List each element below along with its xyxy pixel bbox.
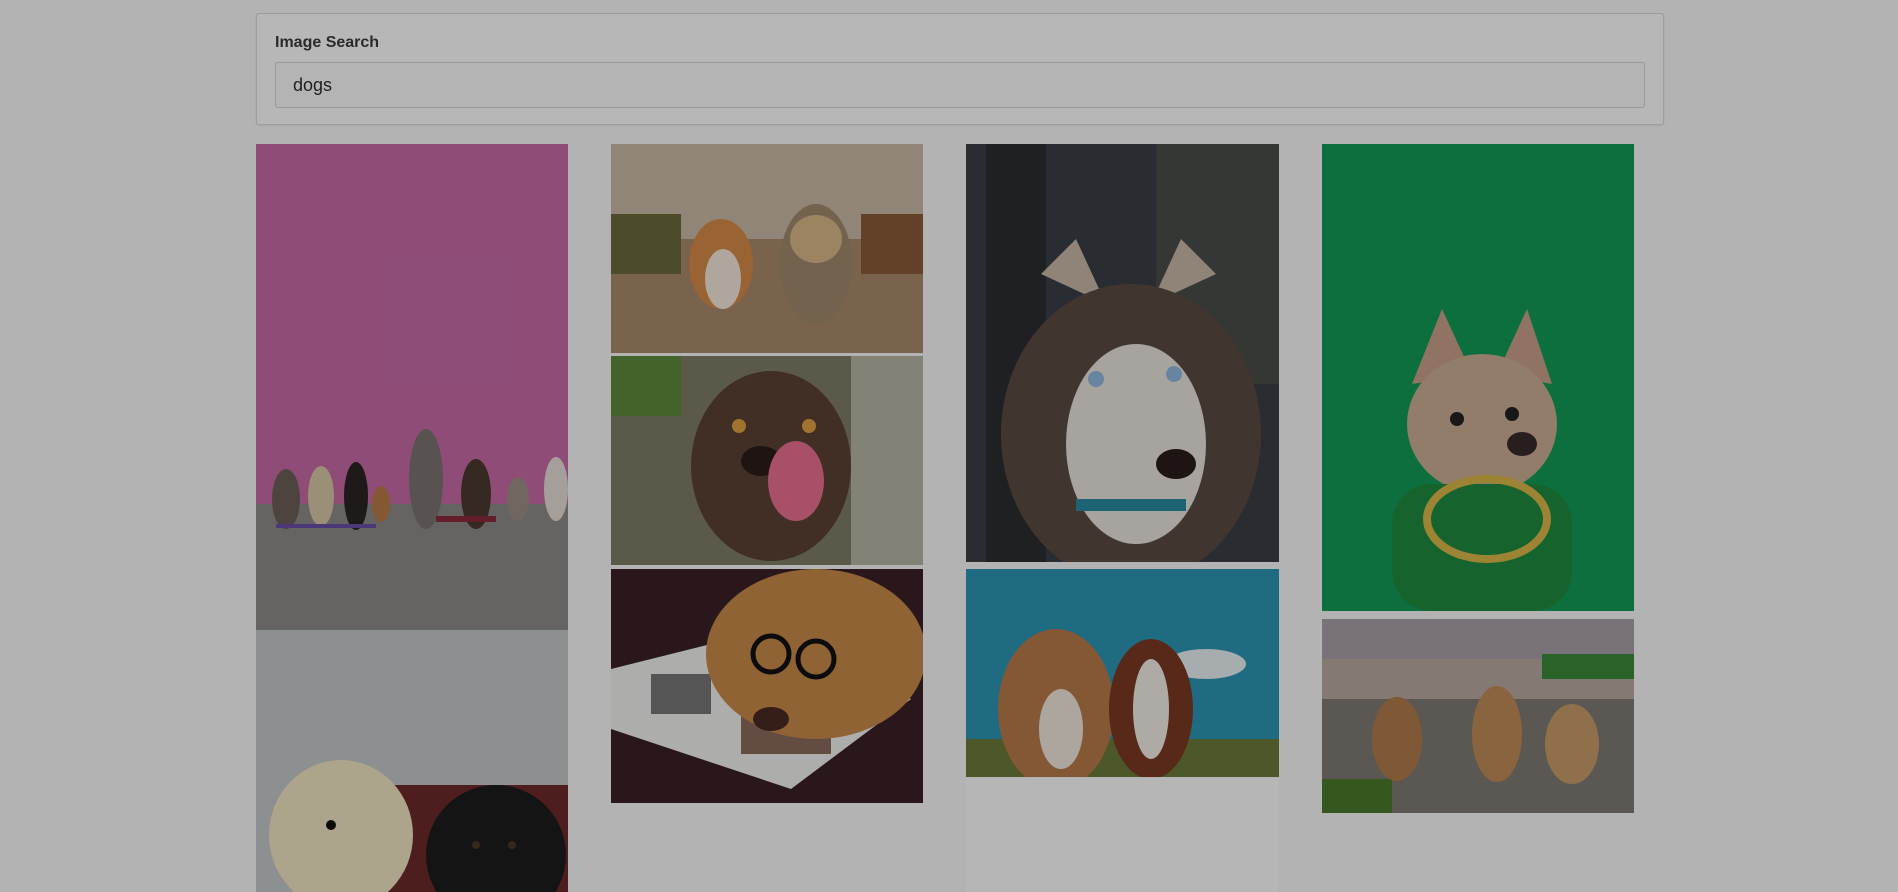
husky-image [966, 144, 1279, 562]
image-result-dogs-looking-up[interactable] [966, 569, 1279, 777]
dogs-looking-up-image [966, 569, 1279, 777]
dog-licking-image [611, 356, 923, 565]
image-result-dog-licking[interactable] [611, 356, 923, 565]
image-result-three-puppies[interactable] [1322, 619, 1634, 813]
dog-glasses-magazine-image [611, 569, 923, 803]
image-result-dogs-pink-wall[interactable] [256, 144, 568, 630]
french-bulldog-image [1322, 144, 1634, 611]
image-result-dog-glasses-magazine[interactable] [611, 569, 923, 803]
image-result-doodle-and-lab[interactable] [256, 630, 568, 892]
search-label: Image Search [275, 34, 380, 51]
image-result-husky[interactable] [966, 144, 1279, 562]
three-puppies-image [1322, 619, 1634, 813]
image-result-corgi-yorkie[interactable] [611, 144, 923, 353]
dogs-pink-wall-image [256, 144, 568, 630]
search-input[interactable] [275, 62, 1645, 108]
corgi-yorkie-image [611, 144, 923, 353]
doodle-and-lab-image [256, 630, 568, 892]
image-result-french-bulldog[interactable] [1322, 144, 1634, 611]
empty-column-space [966, 778, 1279, 892]
image-search-panel: Image Search [256, 13, 1664, 125]
